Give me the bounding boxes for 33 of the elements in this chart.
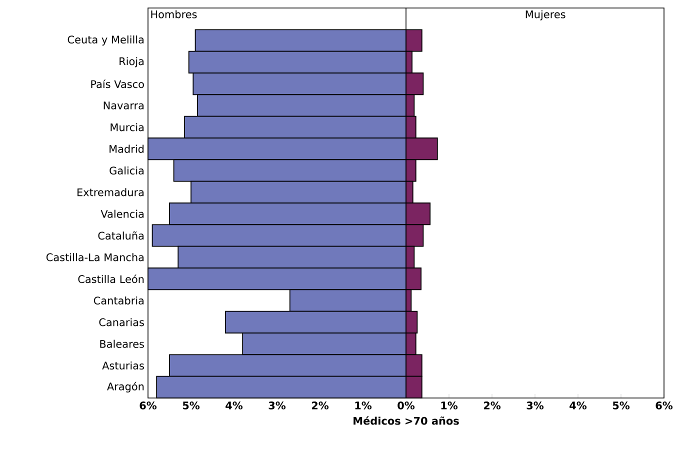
x-tick-label: 0%	[398, 402, 415, 410]
text: Mujeres	[526, 10, 566, 20]
y-tick-label: Rioja	[120, 57, 144, 68]
y-tick-label: Extremadura	[78, 188, 144, 196]
x-tick-label: 4%	[226, 402, 243, 410]
x-tick-label: 3%	[526, 402, 544, 410]
y-tick-label: Madrid	[110, 144, 144, 153]
x-tick-label: 3%	[268, 402, 286, 410]
x-tick-label: 1%	[441, 402, 458, 410]
x-tick-label: 2%	[312, 402, 329, 410]
y-tick-label: Baleares	[100, 340, 144, 348]
x-axis-title: Médicos >70 años	[354, 416, 459, 425]
y-tick-label: Canarias	[99, 318, 144, 326]
y-tick-label: Castilla León	[78, 274, 144, 284]
y-tick-label: Murcia	[110, 123, 144, 132]
x-tick-label: 5%	[612, 402, 630, 410]
y-tick-label: Valencia	[100, 210, 144, 218]
x-tick-label: 6%	[656, 402, 673, 410]
x-tick-label: 1%	[355, 402, 372, 410]
y-tick-label: Galicia	[110, 166, 144, 175]
x-tick-label: 2%	[484, 402, 501, 410]
y-tick-label: País Vasco	[91, 80, 144, 88]
y-tick-label: Cataluña	[98, 231, 144, 240]
y-tick-label: Ceuta y Melilla	[68, 35, 144, 46]
y-tick-label: Aragón	[107, 382, 144, 392]
x-tick-label: 6%	[140, 402, 157, 410]
y-tick-label: Cantabria	[94, 296, 144, 305]
y-tick-label: Castilla-La Mancha	[46, 253, 144, 262]
y-tick-label: Navarra	[104, 102, 144, 110]
x-tick-label: 5%	[182, 402, 200, 410]
y-tick-label: Asturias	[102, 361, 144, 370]
series-label: Hombres	[151, 10, 197, 18]
x-tick-label: 4%	[570, 402, 587, 410]
